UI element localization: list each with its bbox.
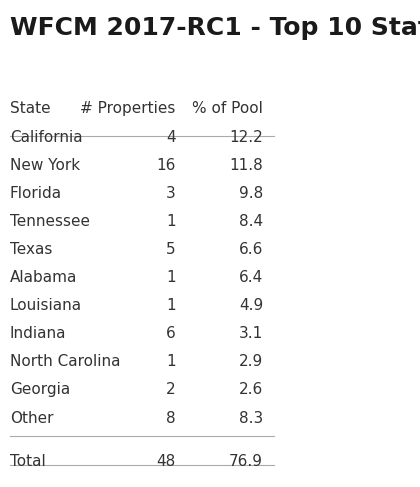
Text: 12.2: 12.2 [229, 130, 263, 145]
Text: 11.8: 11.8 [229, 158, 263, 173]
Text: WFCM 2017-RC1 - Top 10 States: WFCM 2017-RC1 - Top 10 States [10, 16, 420, 40]
Text: 5: 5 [166, 242, 176, 257]
Text: 8: 8 [166, 411, 176, 426]
Text: 1: 1 [166, 298, 176, 313]
Text: 1: 1 [166, 355, 176, 369]
Text: 3.1: 3.1 [239, 326, 263, 341]
Text: North Carolina: North Carolina [10, 355, 120, 369]
Text: 48: 48 [157, 454, 176, 469]
Text: 2.6: 2.6 [239, 382, 263, 397]
Text: Indiana: Indiana [10, 326, 66, 341]
Text: 8.4: 8.4 [239, 214, 263, 229]
Text: Texas: Texas [10, 242, 52, 257]
Text: 1: 1 [166, 214, 176, 229]
Text: Louisiana: Louisiana [10, 298, 82, 313]
Text: 3: 3 [166, 186, 176, 201]
Text: Other: Other [10, 411, 53, 426]
Text: State: State [10, 101, 50, 115]
Text: 76.9: 76.9 [229, 454, 263, 469]
Text: Tennessee: Tennessee [10, 214, 90, 229]
Text: 6.4: 6.4 [239, 270, 263, 285]
Text: 8.3: 8.3 [239, 411, 263, 426]
Text: California: California [10, 130, 82, 145]
Text: Georgia: Georgia [10, 382, 70, 397]
Text: 6.6: 6.6 [239, 242, 263, 257]
Text: New York: New York [10, 158, 80, 173]
Text: % of Pool: % of Pool [192, 101, 263, 115]
Text: 9.8: 9.8 [239, 186, 263, 201]
Text: Alabama: Alabama [10, 270, 77, 285]
Text: Total: Total [10, 454, 46, 469]
Text: 2.9: 2.9 [239, 355, 263, 369]
Text: 6: 6 [166, 326, 176, 341]
Text: 4.9: 4.9 [239, 298, 263, 313]
Text: 1: 1 [166, 270, 176, 285]
Text: 2: 2 [166, 382, 176, 397]
Text: Florida: Florida [10, 186, 62, 201]
Text: # Properties: # Properties [81, 101, 176, 115]
Text: 4: 4 [166, 130, 176, 145]
Text: 16: 16 [156, 158, 176, 173]
